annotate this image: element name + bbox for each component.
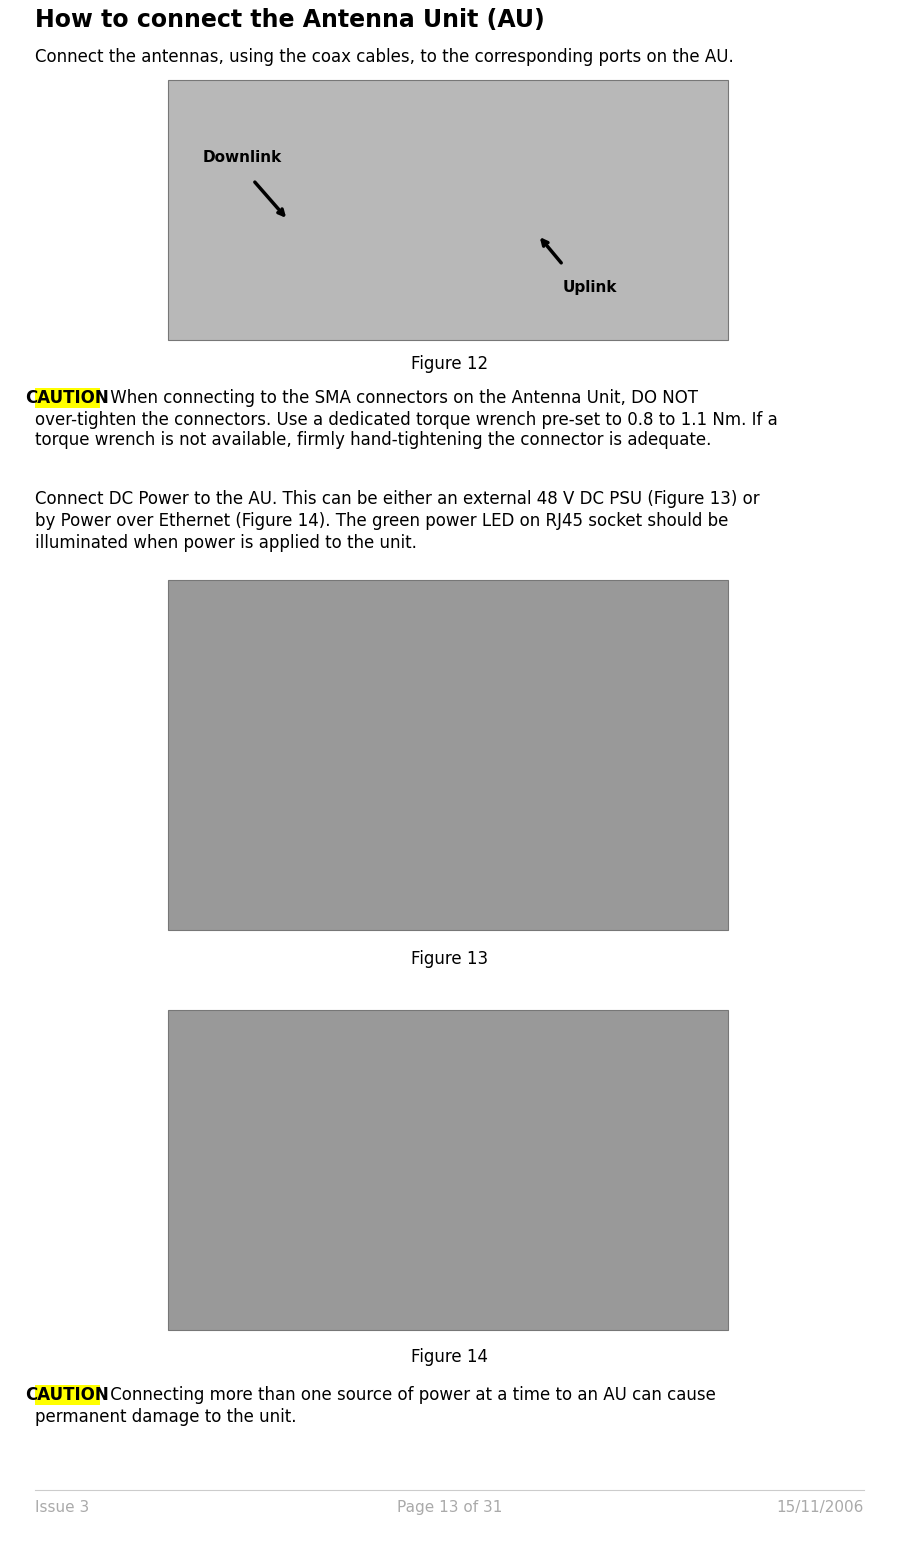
Text: permanent damage to the unit.: permanent damage to the unit. — [35, 1408, 297, 1427]
Text: Connecting more than one source of power at a time to an AU can cause: Connecting more than one source of power… — [105, 1386, 716, 1403]
Text: Connect the antennas, using the coax cables, to the corresponding ports on the A: Connect the antennas, using the coax cab… — [35, 48, 734, 65]
Text: CAUTION: CAUTION — [26, 388, 110, 407]
Bar — [168, 79, 728, 340]
Text: How to connect the Antenna Unit (AU): How to connect the Antenna Unit (AU) — [35, 8, 545, 33]
Bar — [168, 1010, 728, 1330]
Text: by Power over Ethernet (Figure 14). The green power LED on RJ45 socket should be: by Power over Ethernet (Figure 14). The … — [35, 511, 728, 530]
Text: Figure 13: Figure 13 — [411, 949, 488, 968]
Bar — [35, 388, 100, 409]
Text: Page 13 of 31: Page 13 of 31 — [396, 1500, 503, 1515]
Text: Downlink: Downlink — [203, 151, 282, 165]
Text: Figure 12: Figure 12 — [411, 354, 488, 373]
Text: Connect DC Power to the AU. This can be either an external 48 V DC PSU (Figure 1: Connect DC Power to the AU. This can be … — [35, 490, 760, 508]
Text: torque wrench is not available, firmly hand-tightening the connector is adequate: torque wrench is not available, firmly h… — [35, 430, 711, 449]
Text: over-tighten the connectors. Use a dedicated torque wrench pre-set to 0.8 to 1.1: over-tighten the connectors. Use a dedic… — [35, 410, 778, 429]
Text: 15/11/2006: 15/11/2006 — [777, 1500, 864, 1515]
Text: Figure 14: Figure 14 — [411, 1347, 488, 1366]
Bar — [168, 580, 728, 929]
Text: Uplink: Uplink — [563, 280, 618, 295]
Text: When connecting to the SMA connectors on the Antenna Unit, DO NOT: When connecting to the SMA connectors on… — [105, 388, 698, 407]
Bar — [35, 1385, 100, 1405]
Text: CAUTION: CAUTION — [26, 1386, 110, 1403]
Text: Issue 3: Issue 3 — [35, 1500, 89, 1515]
Text: illuminated when power is applied to the unit.: illuminated when power is applied to the… — [35, 535, 417, 552]
